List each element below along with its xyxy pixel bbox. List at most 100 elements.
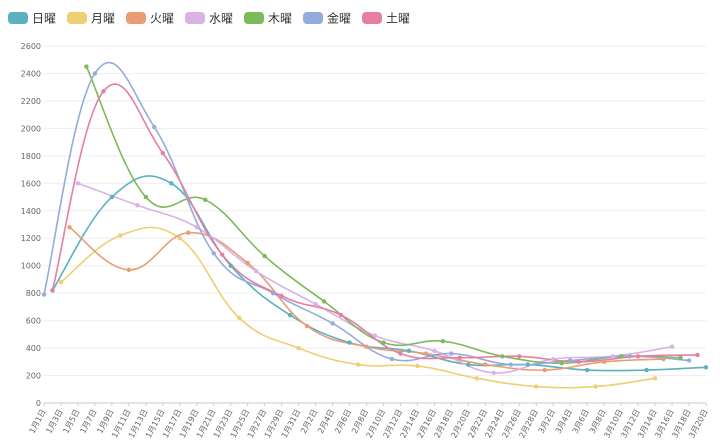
legend-item-4[interactable]: 木曜: [244, 12, 292, 26]
y-tick-label: 2400: [21, 69, 41, 78]
data-point: [177, 236, 182, 241]
data-point: [330, 321, 335, 326]
data-point: [542, 367, 547, 373]
legend-swatch: [303, 12, 323, 24]
legend-item-5[interactable]: 金曜: [303, 11, 351, 26]
data-point: [415, 363, 420, 369]
data-point: [84, 64, 89, 69]
legend-label: 水曜: [209, 12, 233, 26]
y-axis: 0 200 400 600 800 1000 1200 1400 1600 1800 2000 220…: [21, 42, 41, 408]
data-point: [500, 354, 505, 359]
legend-label: 木曜: [268, 12, 292, 26]
legend-item-6[interactable]: 土曜: [362, 12, 410, 26]
data-point: [135, 203, 140, 208]
legend-label: 日曜: [32, 12, 56, 26]
data-point: [695, 352, 700, 358]
data-point: [304, 323, 310, 329]
data-point: [483, 362, 488, 367]
data-point: [372, 333, 378, 338]
data-point: [457, 355, 463, 360]
x-axis: 1月1日1月3日1月5日1月7日1月9日1月11日1月13日1月15日1月17日…: [28, 403, 710, 440]
legend-item-2[interactable]: 火曜: [126, 12, 174, 26]
y-tick-label: 600: [26, 317, 41, 326]
data-point: [593, 384, 598, 389]
legend-swatch: [244, 12, 264, 24]
data-point: [432, 348, 437, 354]
data-point: [652, 376, 658, 381]
data-point: [338, 312, 344, 318]
data-point: [41, 292, 47, 297]
data-point: [101, 89, 106, 94]
data-point: [270, 290, 276, 296]
data-point: [220, 252, 225, 257]
data-point: [355, 362, 361, 367]
data-point: [253, 268, 259, 274]
series-lines: [43, 61, 707, 389]
data-point: [618, 354, 624, 359]
y-tick-label: 2000: [21, 124, 41, 133]
legend-item-3[interactable]: 水曜: [185, 12, 233, 26]
series-points: [41, 64, 709, 389]
series-line-3: [77, 182, 673, 374]
legend-label: 土曜: [386, 12, 410, 26]
data-point: [584, 367, 590, 373]
y-tick-label: 1400: [21, 207, 41, 216]
y-tick-label: 1000: [21, 262, 41, 271]
legend-swatch: [362, 12, 382, 24]
data-point: [143, 194, 149, 200]
data-point: [126, 267, 132, 273]
data-point: [661, 356, 666, 362]
data-point: [364, 344, 369, 349]
data-point: [601, 359, 607, 365]
data-point: [347, 340, 352, 345]
y-tick-label: 1800: [21, 152, 41, 161]
legend-label: 月曜: [91, 12, 115, 26]
data-point: [644, 367, 649, 373]
data-point: [160, 150, 166, 156]
data-point: [194, 225, 199, 230]
chart-grid: [44, 45, 706, 404]
data-point: [508, 362, 513, 367]
data-point: [67, 225, 72, 230]
data-point: [517, 354, 522, 359]
data-point: [534, 384, 539, 389]
data-point: [389, 356, 395, 362]
data-point: [576, 359, 581, 365]
y-tick-label: 2200: [21, 97, 41, 106]
data-point: [440, 339, 446, 344]
legend-item-1[interactable]: 月曜: [67, 12, 115, 26]
data-point: [92, 71, 98, 76]
data-point: [186, 230, 191, 235]
data-point: [449, 351, 454, 356]
y-tick-label: 200: [26, 372, 41, 381]
y-tick-label: 1600: [21, 179, 41, 188]
chart-legend[interactable]: 日曜 月曜 火曜 水曜 木曜 金曜 土曜: [8, 11, 410, 26]
data-point: [245, 260, 250, 266]
data-point: [109, 194, 115, 200]
y-tick-label: 1200: [21, 234, 41, 243]
y-tick-label: 2600: [21, 42, 41, 51]
data-point: [669, 344, 675, 349]
data-point: [703, 365, 709, 370]
data-point: [169, 181, 174, 186]
data-point: [627, 354, 632, 359]
data-point: [50, 288, 55, 293]
legend-swatch: [67, 12, 87, 24]
legend-item-0[interactable]: 日曜: [8, 12, 56, 26]
series-line-4: [85, 66, 681, 364]
legend-label: 火曜: [150, 12, 174, 26]
data-point: [398, 351, 403, 356]
legend-swatch: [126, 12, 146, 24]
data-point: [296, 345, 301, 351]
legend-label: 金曜: [327, 11, 351, 26]
legend-swatch: [8, 12, 28, 24]
data-point: [152, 124, 157, 130]
data-point: [559, 360, 564, 366]
data-point: [686, 358, 692, 363]
data-point: [313, 301, 318, 307]
data-point: [211, 251, 216, 256]
data-point: [491, 370, 497, 375]
legend-swatch: [185, 12, 205, 24]
data-point: [466, 362, 471, 367]
